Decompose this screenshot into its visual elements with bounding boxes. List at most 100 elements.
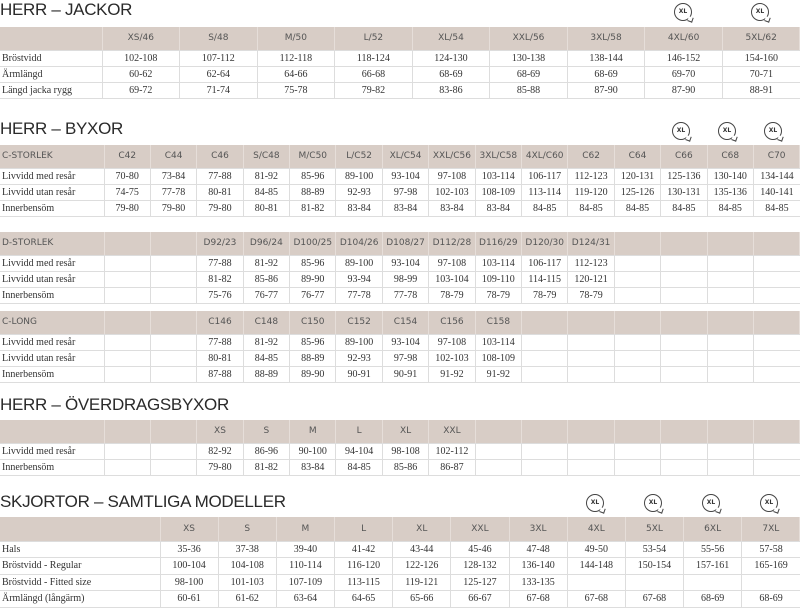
- size-header-cell: XXL: [428, 420, 476, 444]
- measurement-value: 138-144: [567, 50, 646, 67]
- measurement-value: [567, 350, 615, 367]
- measurement-value: 122-126: [392, 557, 452, 575]
- measurement-value: [707, 443, 754, 460]
- size-header-cell: L: [334, 517, 394, 542]
- measurement-label: Innerbensöm: [0, 200, 105, 217]
- size-header-cell: C62: [567, 145, 615, 169]
- measurement-label: Livvidd med resår: [0, 334, 105, 351]
- size-header-cell: C66: [660, 145, 708, 169]
- measurement-value: 110-114: [276, 557, 336, 575]
- measurement-value: 112-123: [567, 168, 615, 185]
- header-row: C-STORLEK C42 C44 C46 S/C48 M/C50 L/C52 XL/C54 X…: [0, 145, 800, 169]
- measurement-value: 39-40: [276, 541, 336, 558]
- measurement-value: 69-72: [102, 82, 181, 99]
- measurement-value: 45-46: [450, 541, 510, 558]
- measurement-value: 80-81: [243, 200, 291, 217]
- measurement-value: 85-86: [382, 459, 430, 476]
- byxor-c-long-table: C-LONG C146 C148 C150 C152 C154 C156 C158 Livvid…: [0, 311, 800, 383]
- measurement-value: 120-121: [567, 271, 615, 288]
- measurement-value: [521, 443, 569, 460]
- size-header-cell: XXL: [450, 517, 510, 542]
- measurement-value: 84-85: [614, 200, 662, 217]
- measurement-value: 97-98: [382, 350, 430, 367]
- header-row: XS/46 S/48 M/50 L/52 XL/54 XXL/56 3XL/58 4XL/60…: [0, 27, 800, 51]
- measurement-value: 68-69: [489, 66, 568, 83]
- measurement-value: 88-89: [289, 350, 337, 367]
- size-header-cell: [104, 311, 151, 335]
- table-row: Innerbensöm 79-80 79-80 79-80 80-81 81-82 83-8…: [0, 200, 800, 217]
- measurement-value: 98-100: [160, 574, 219, 591]
- measurement-label: Hals: [0, 541, 161, 558]
- measurement-value: 112-118: [257, 50, 336, 67]
- table-row: Livvidd utan resår 80-81 84-85 88-89 92-93 97…: [0, 350, 800, 367]
- measurement-value: 88-91: [722, 82, 800, 99]
- size-header-cell: C154: [382, 311, 430, 335]
- size-header-cell: [150, 311, 198, 335]
- skjortor-table: XS S M L XL XXL 3XL 4XL 5XL 6XL 7XL Hals 35-36 37-38 3…: [0, 517, 800, 608]
- measurement-value: 113-115: [334, 574, 394, 591]
- measurement-value: 103-104: [428, 271, 476, 288]
- measurement-value: 118-124: [334, 50, 413, 67]
- measurement-value: 77-78: [150, 184, 198, 201]
- measurement-value: [625, 574, 685, 591]
- measurement-value: 97-108: [428, 168, 476, 185]
- xl-icon: XL: [644, 494, 662, 512]
- measurement-value: 86-87: [428, 459, 476, 476]
- measurement-value: 69-70: [644, 66, 723, 83]
- measurement-value: [475, 443, 523, 460]
- table-row: Bröstvidd 102-108 107-112 112-118 118-124 124…: [0, 50, 800, 67]
- measurement-value: 83-84: [382, 200, 430, 217]
- measurement-value: 80-81: [196, 350, 244, 367]
- measurement-label: Längd jacka rygg: [0, 82, 103, 99]
- measurement-label: Bröstvidd: [0, 50, 103, 67]
- size-header-cell: [614, 420, 662, 444]
- measurement-label: Livvidd med resår: [0, 443, 105, 460]
- table-row: Livvidd med resår 77-88 81-92 85-96 89-100 93…: [0, 334, 800, 351]
- measurement-value: 85-96: [289, 255, 337, 272]
- size-header-cell: [567, 420, 615, 444]
- table-row: Ärmlängd (långärm) 60-61 61-62 63-64 64-65 65…: [0, 590, 800, 608]
- size-header-cell: S: [243, 420, 291, 444]
- measurement-value: 78-79: [567, 287, 615, 304]
- measurement-value: 81-92: [243, 255, 291, 272]
- size-header-cell: 4XL/60: [644, 27, 723, 51]
- measurement-value: 89-100: [335, 255, 383, 272]
- size-header-cell: C146: [196, 311, 244, 335]
- size-header-cell: [104, 420, 151, 444]
- measurement-value: 66-67: [450, 590, 510, 608]
- measurement-label: Innerbensöm: [0, 366, 105, 383]
- measurement-value: 49-50: [567, 541, 626, 558]
- size-header-cell: [660, 232, 708, 256]
- measurement-value: [753, 255, 800, 272]
- measurement-value: 93-104: [382, 255, 430, 272]
- measurement-value: 68-69: [741, 590, 800, 608]
- measurement-value: 93-104: [382, 334, 430, 351]
- measurement-value: [660, 350, 708, 367]
- table-row: Livvidd med resår 70-80 73-84 77-88 81-92 85-…: [0, 168, 800, 185]
- measurement-value: 124-130: [412, 50, 491, 67]
- skjortor-title: SKJORTOR – SAMTLIGA MODELLER: [0, 492, 286, 511]
- measurement-value: [104, 443, 151, 460]
- measurement-value: 93-104: [382, 168, 430, 185]
- measurement-value: 100-104: [160, 557, 219, 575]
- header-label-cell: C-LONG: [0, 311, 105, 335]
- measurement-value: 130-138: [489, 50, 568, 67]
- measurement-value: 113-114: [521, 184, 569, 201]
- measurement-value: [614, 443, 662, 460]
- measurement-value: 136-140: [509, 557, 568, 575]
- measurement-value: [104, 366, 151, 383]
- measurement-label: Livvidd med resår: [0, 168, 105, 185]
- size-header-cell: D124/31: [567, 232, 615, 256]
- size-header-cell: D112/28: [428, 232, 476, 256]
- size-header-cell: [753, 232, 800, 256]
- measurement-value: 109-110: [475, 271, 523, 288]
- measurement-value: 85-96: [289, 334, 337, 351]
- measurement-value: 73-84: [150, 168, 198, 185]
- measurement-value: 125-126: [614, 184, 662, 201]
- measurement-value: 77-88: [196, 334, 244, 351]
- size-header-cell: [660, 311, 708, 335]
- xl-icon: XL: [751, 3, 769, 21]
- measurement-value: 88-89: [243, 366, 291, 383]
- size-header-cell: [521, 420, 569, 444]
- measurement-value: 60-61: [160, 590, 219, 608]
